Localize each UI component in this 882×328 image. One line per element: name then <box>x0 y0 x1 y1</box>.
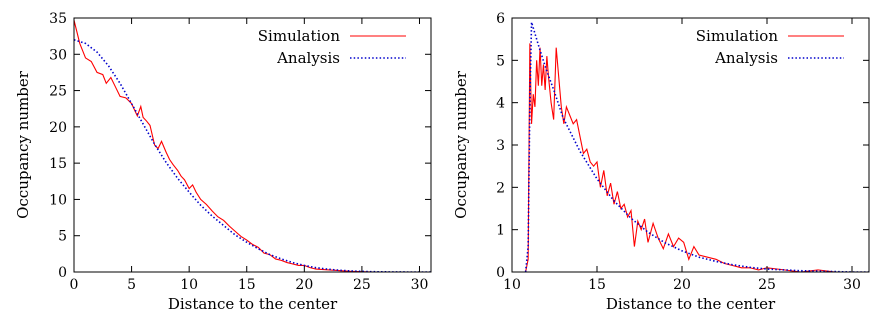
legend: Simulation Analysis <box>258 27 406 67</box>
y-tick-label: 20 <box>49 120 67 136</box>
chart-2: 10 15 20 25 30 0 1 2 3 4 5 6 Distance to the center O… <box>452 11 870 313</box>
legend: Simulation Analysis <box>696 27 844 67</box>
x-axis-label: Distance to the center <box>606 295 776 313</box>
x-tick-label: 25 <box>758 277 776 293</box>
legend-label-analysis: Analysis <box>276 49 340 67</box>
y-tick-label: 5 <box>496 53 505 69</box>
y-tick-label: 10 <box>49 192 67 208</box>
y-tick-label: 25 <box>49 84 67 100</box>
plot-frame <box>73 17 432 273</box>
x-tick-label: 10 <box>503 277 521 293</box>
plot-frame <box>511 17 870 273</box>
series-line-analysis <box>524 21 869 272</box>
legend-label-simulation: Simulation <box>696 27 779 45</box>
legend-label-analysis: Analysis <box>714 49 778 67</box>
x-tick-label: 25 <box>353 277 371 293</box>
y-tick-label: 4 <box>496 96 505 112</box>
y-axis-label: Occupancy number <box>452 70 470 219</box>
x-tick-label: 15 <box>238 277 256 293</box>
x-axis-label: Distance to the center <box>168 295 338 313</box>
y-tick-label: 6 <box>496 11 505 27</box>
y-tick-label: 3 <box>496 138 505 154</box>
y-tick-label: 0 <box>58 265 67 281</box>
chart-1: 0 5 10 15 20 25 30 0 5 10 15 20 25 30 35 Distance to th… <box>14 11 432 313</box>
x-tick-label: 10 <box>180 277 198 293</box>
y-tick-label: 35 <box>49 11 67 27</box>
series-line-analysis <box>74 39 431 272</box>
y-tick-label: 30 <box>49 47 67 63</box>
legend-label-simulation: Simulation <box>258 27 341 45</box>
y-tick-label: 1 <box>496 223 505 239</box>
x-tick-label: 15 <box>588 277 606 293</box>
x-tick-label: 5 <box>127 277 136 293</box>
x-tick-label: 20 <box>673 277 691 293</box>
x-tick-label: 20 <box>295 277 313 293</box>
x-tick-label: 0 <box>70 277 79 293</box>
series-line-simulation <box>525 43 869 272</box>
y-tick-label: 0 <box>496 265 505 281</box>
y-axis-label: Occupancy number <box>14 70 32 219</box>
y-tick-label: 15 <box>49 156 67 172</box>
y-tick-label: 5 <box>58 229 67 245</box>
y-tick-label: 2 <box>496 180 505 196</box>
x-tick-label: 30 <box>843 277 861 293</box>
series-line-simulation <box>74 20 431 272</box>
x-tick-label: 30 <box>411 277 429 293</box>
